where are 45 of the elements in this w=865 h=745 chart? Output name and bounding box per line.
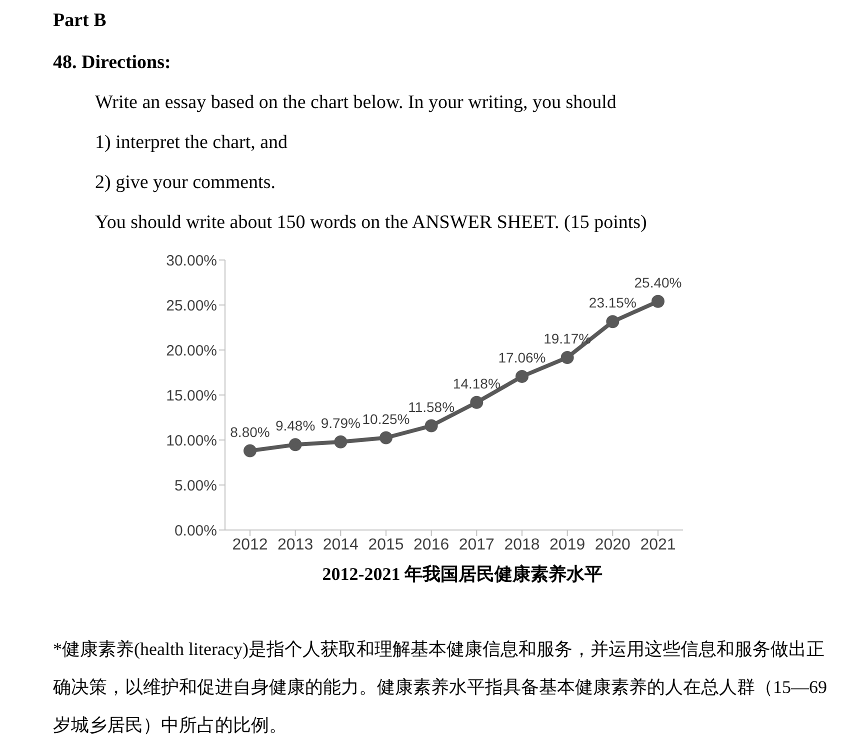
- point: [334, 435, 348, 448]
- data-label: 14.18%: [452, 375, 500, 392]
- point: [470, 396, 484, 409]
- text: You should write about 150 words on the ANSWER SHEET. (15 points): [95, 211, 648, 235]
- text: 2012-2021 年我国居民健康素养水平: [321, 563, 604, 586]
- point: [606, 315, 620, 328]
- x-tick-label: 2017: [458, 536, 495, 554]
- y-tick-label: 25.00%: [166, 297, 217, 314]
- text: 48. Directions:: [53, 51, 172, 75]
- x-tick-label: 2021: [640, 536, 676, 554]
- x-tick-label: 2015: [368, 536, 404, 554]
- data-label: 17.06%: [498, 349, 546, 366]
- point: [380, 431, 392, 444]
- text: Write an essay based on the chart below. In your writing, you should: [95, 91, 618, 115]
- point: [516, 370, 528, 383]
- text: Part B: [53, 9, 108, 33]
- data-label: 19.17%: [544, 330, 592, 346]
- x-tick-label: 2018: [504, 536, 540, 554]
- data-label: 8.80%: [230, 424, 270, 440]
- y-tick-label: 15.00%: [166, 387, 217, 404]
- x-tick-label: 2014: [322, 536, 359, 554]
- data-label: 9.48%: [275, 418, 316, 434]
- text: 2) give your comments.: [95, 171, 276, 195]
- x-tick-label: 2016: [414, 536, 450, 554]
- point: [424, 419, 438, 432]
- y-tick-label: 10.00%: [166, 432, 217, 450]
- point: [288, 438, 302, 452]
- data-label: 25.40%: [634, 274, 682, 290]
- point: [652, 294, 664, 308]
- x-tick-label: 2019: [550, 536, 586, 554]
- data-label: 11.58%: [408, 398, 455, 415]
- point: [244, 444, 256, 458]
- y-tick-label: 20.00%: [166, 342, 217, 360]
- x-tick-label: 2020: [594, 536, 631, 554]
- y-tick-label: 30.00%: [166, 252, 217, 270]
- text: 1) interpret the chart, and: [95, 131, 289, 155]
- data-label: 9.79%: [320, 414, 361, 431]
- point: [560, 350, 574, 364]
- data-label: 23.15%: [588, 294, 636, 311]
- y-tick-label: 0.00%: [174, 522, 217, 540]
- data-label: 10.25%: [362, 410, 410, 427]
- x-tick-label: 2013: [278, 536, 314, 554]
- x-tick-label: 2012: [232, 536, 268, 554]
- text: *健康素养(health literacy)是指个人获取和理解基本健康信息和服务，并运用这些信息和服务做出正确决策，以维护和促进自身健康的能力。健康素养水平指具备基本健康素养的人在总人群（15—69 岁城乡居民）中所占的比例。: [53, 638, 827, 737]
- y-tick-label: 5.00%: [174, 477, 217, 494]
